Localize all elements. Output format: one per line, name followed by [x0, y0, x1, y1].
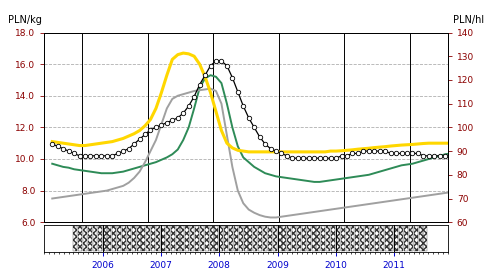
Bar [394, 226, 398, 251]
Bar [78, 226, 82, 251]
Bar [355, 226, 359, 251]
Bar [107, 226, 112, 251]
Bar [185, 226, 189, 251]
Bar [350, 226, 355, 251]
Text: PLN/kg: PLN/kg [8, 15, 42, 25]
Bar [103, 226, 107, 251]
Bar [156, 226, 160, 251]
Bar [117, 226, 121, 251]
Bar [234, 226, 238, 251]
Bar [263, 226, 267, 251]
Bar [385, 226, 389, 251]
Bar [360, 226, 364, 251]
Bar [302, 226, 306, 251]
Bar [73, 226, 77, 251]
Bar [98, 226, 102, 251]
Bar [88, 226, 92, 251]
Bar [375, 226, 379, 251]
Bar [380, 226, 384, 251]
Bar [341, 226, 345, 251]
Bar [195, 226, 199, 251]
Bar [215, 226, 218, 251]
Bar [258, 226, 262, 251]
Bar [316, 226, 320, 251]
Bar [370, 226, 374, 251]
Bar [161, 226, 165, 251]
Bar [190, 226, 194, 251]
Text: PLN/hl: PLN/hl [453, 15, 484, 25]
Bar [112, 226, 116, 251]
Bar [292, 226, 296, 251]
Bar [404, 226, 408, 251]
Bar [253, 226, 257, 251]
Bar [171, 226, 175, 251]
Bar [424, 226, 428, 251]
Bar [273, 226, 277, 251]
Bar [287, 226, 291, 251]
Bar [268, 226, 272, 251]
Bar [277, 226, 281, 251]
Bar [282, 226, 286, 251]
Bar [311, 226, 315, 251]
Bar [200, 226, 204, 251]
Bar [181, 226, 184, 251]
Bar [146, 226, 151, 251]
Bar [93, 226, 97, 251]
Bar [166, 226, 170, 251]
Bar [297, 226, 301, 251]
Bar [151, 226, 155, 251]
Bar [409, 226, 413, 251]
Bar [389, 226, 394, 251]
Bar [326, 226, 330, 251]
Bar [414, 226, 418, 251]
Bar [83, 226, 87, 251]
Bar [399, 226, 403, 251]
Bar [419, 226, 423, 251]
Bar [132, 226, 136, 251]
Bar [176, 226, 180, 251]
Bar [346, 226, 350, 251]
Bar [321, 226, 325, 251]
Bar [127, 226, 131, 251]
Bar [248, 226, 252, 251]
Bar [210, 226, 214, 251]
Bar [122, 226, 126, 251]
Bar [219, 226, 223, 251]
Bar [205, 226, 209, 251]
Bar [229, 226, 233, 251]
Bar [336, 226, 340, 251]
Bar [331, 226, 335, 251]
Bar [224, 226, 228, 251]
Bar [142, 226, 146, 251]
Bar [244, 226, 247, 251]
Bar [365, 226, 369, 251]
Bar [239, 226, 243, 251]
Bar [137, 226, 141, 251]
Bar [307, 226, 311, 251]
